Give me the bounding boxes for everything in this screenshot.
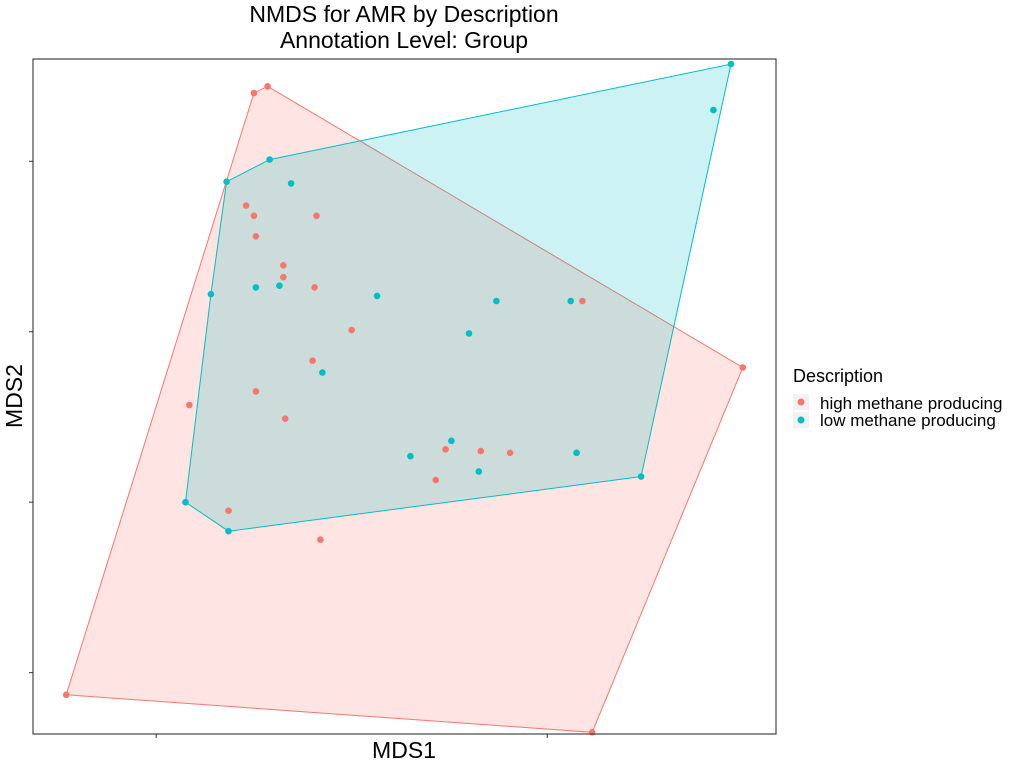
point-low-methane — [266, 156, 273, 163]
point-low-methane — [276, 282, 283, 290]
legend-item-high-methane: high methane producing — [793, 394, 1002, 413]
point-high-methane — [252, 233, 260, 240]
point-low-methane — [252, 284, 260, 291]
point-low-methane — [465, 330, 473, 337]
legend-label-low-methane: low methane producing — [820, 411, 996, 430]
point-high-methane — [309, 357, 316, 365]
point-high-methane — [281, 415, 289, 423]
legend: Description high methane producing low m… — [793, 366, 1002, 430]
point-high-methane — [588, 729, 596, 736]
legend-title: Description — [793, 366, 883, 386]
point-high-methane — [280, 262, 287, 269]
point-high-methane — [311, 284, 318, 291]
point-high-methane — [739, 364, 747, 371]
y-axis-title: MDS2 — [1, 364, 27, 428]
chart-subtitle: Annotation Level: Group — [280, 27, 528, 53]
legend-label-high-methane: high methane producing — [820, 394, 1002, 413]
x-axis-title: MDS1 — [372, 737, 436, 763]
point-high-methane — [252, 388, 260, 395]
point-high-methane — [250, 89, 258, 97]
point-low-methane — [573, 449, 580, 457]
point-low-methane — [182, 498, 189, 506]
legend-key-low-methane — [797, 416, 805, 424]
hull-low-methane — [184, 63, 732, 532]
chart-title: NMDS for AMR by Description — [249, 1, 558, 27]
point-high-methane — [477, 447, 485, 455]
point-high-methane — [313, 212, 320, 220]
tick-layer — [29, 160, 548, 738]
point-high-methane — [280, 273, 287, 281]
plot-panel-border — [32, 58, 777, 735]
point-low-methane — [225, 527, 232, 535]
point-high-methane — [264, 83, 271, 90]
hull-layer — [65, 63, 744, 733]
point-low-methane — [207, 290, 215, 298]
point-low-methane — [287, 180, 295, 187]
point-low-methane — [319, 369, 326, 376]
point-low-methane — [475, 468, 483, 475]
legend-item-low-methane: low methane producing — [793, 411, 996, 430]
point-high-methane — [225, 507, 232, 514]
point-low-methane — [373, 292, 381, 300]
hull-high-methane — [65, 85, 744, 733]
point-high-methane — [506, 449, 514, 457]
point-high-methane — [62, 691, 70, 699]
point-low-methane — [710, 106, 717, 114]
point-high-methane — [317, 536, 324, 543]
point-low-methane — [493, 297, 500, 305]
point-high-methane — [242, 202, 250, 209]
point-high-methane — [579, 297, 586, 305]
point-low-methane — [223, 178, 230, 185]
point-high-methane — [432, 476, 440, 484]
point-high-methane — [348, 326, 356, 334]
point-low-methane — [407, 452, 414, 460]
point-low-methane — [637, 473, 645, 480]
point-high-methane — [186, 401, 193, 409]
point-high-methane — [442, 446, 449, 453]
point-high-methane — [250, 212, 258, 220]
point-low-methane — [567, 297, 574, 305]
point-low-methane — [727, 60, 735, 68]
legend-key-high-methane — [797, 398, 805, 406]
point-low-methane — [448, 437, 455, 445]
